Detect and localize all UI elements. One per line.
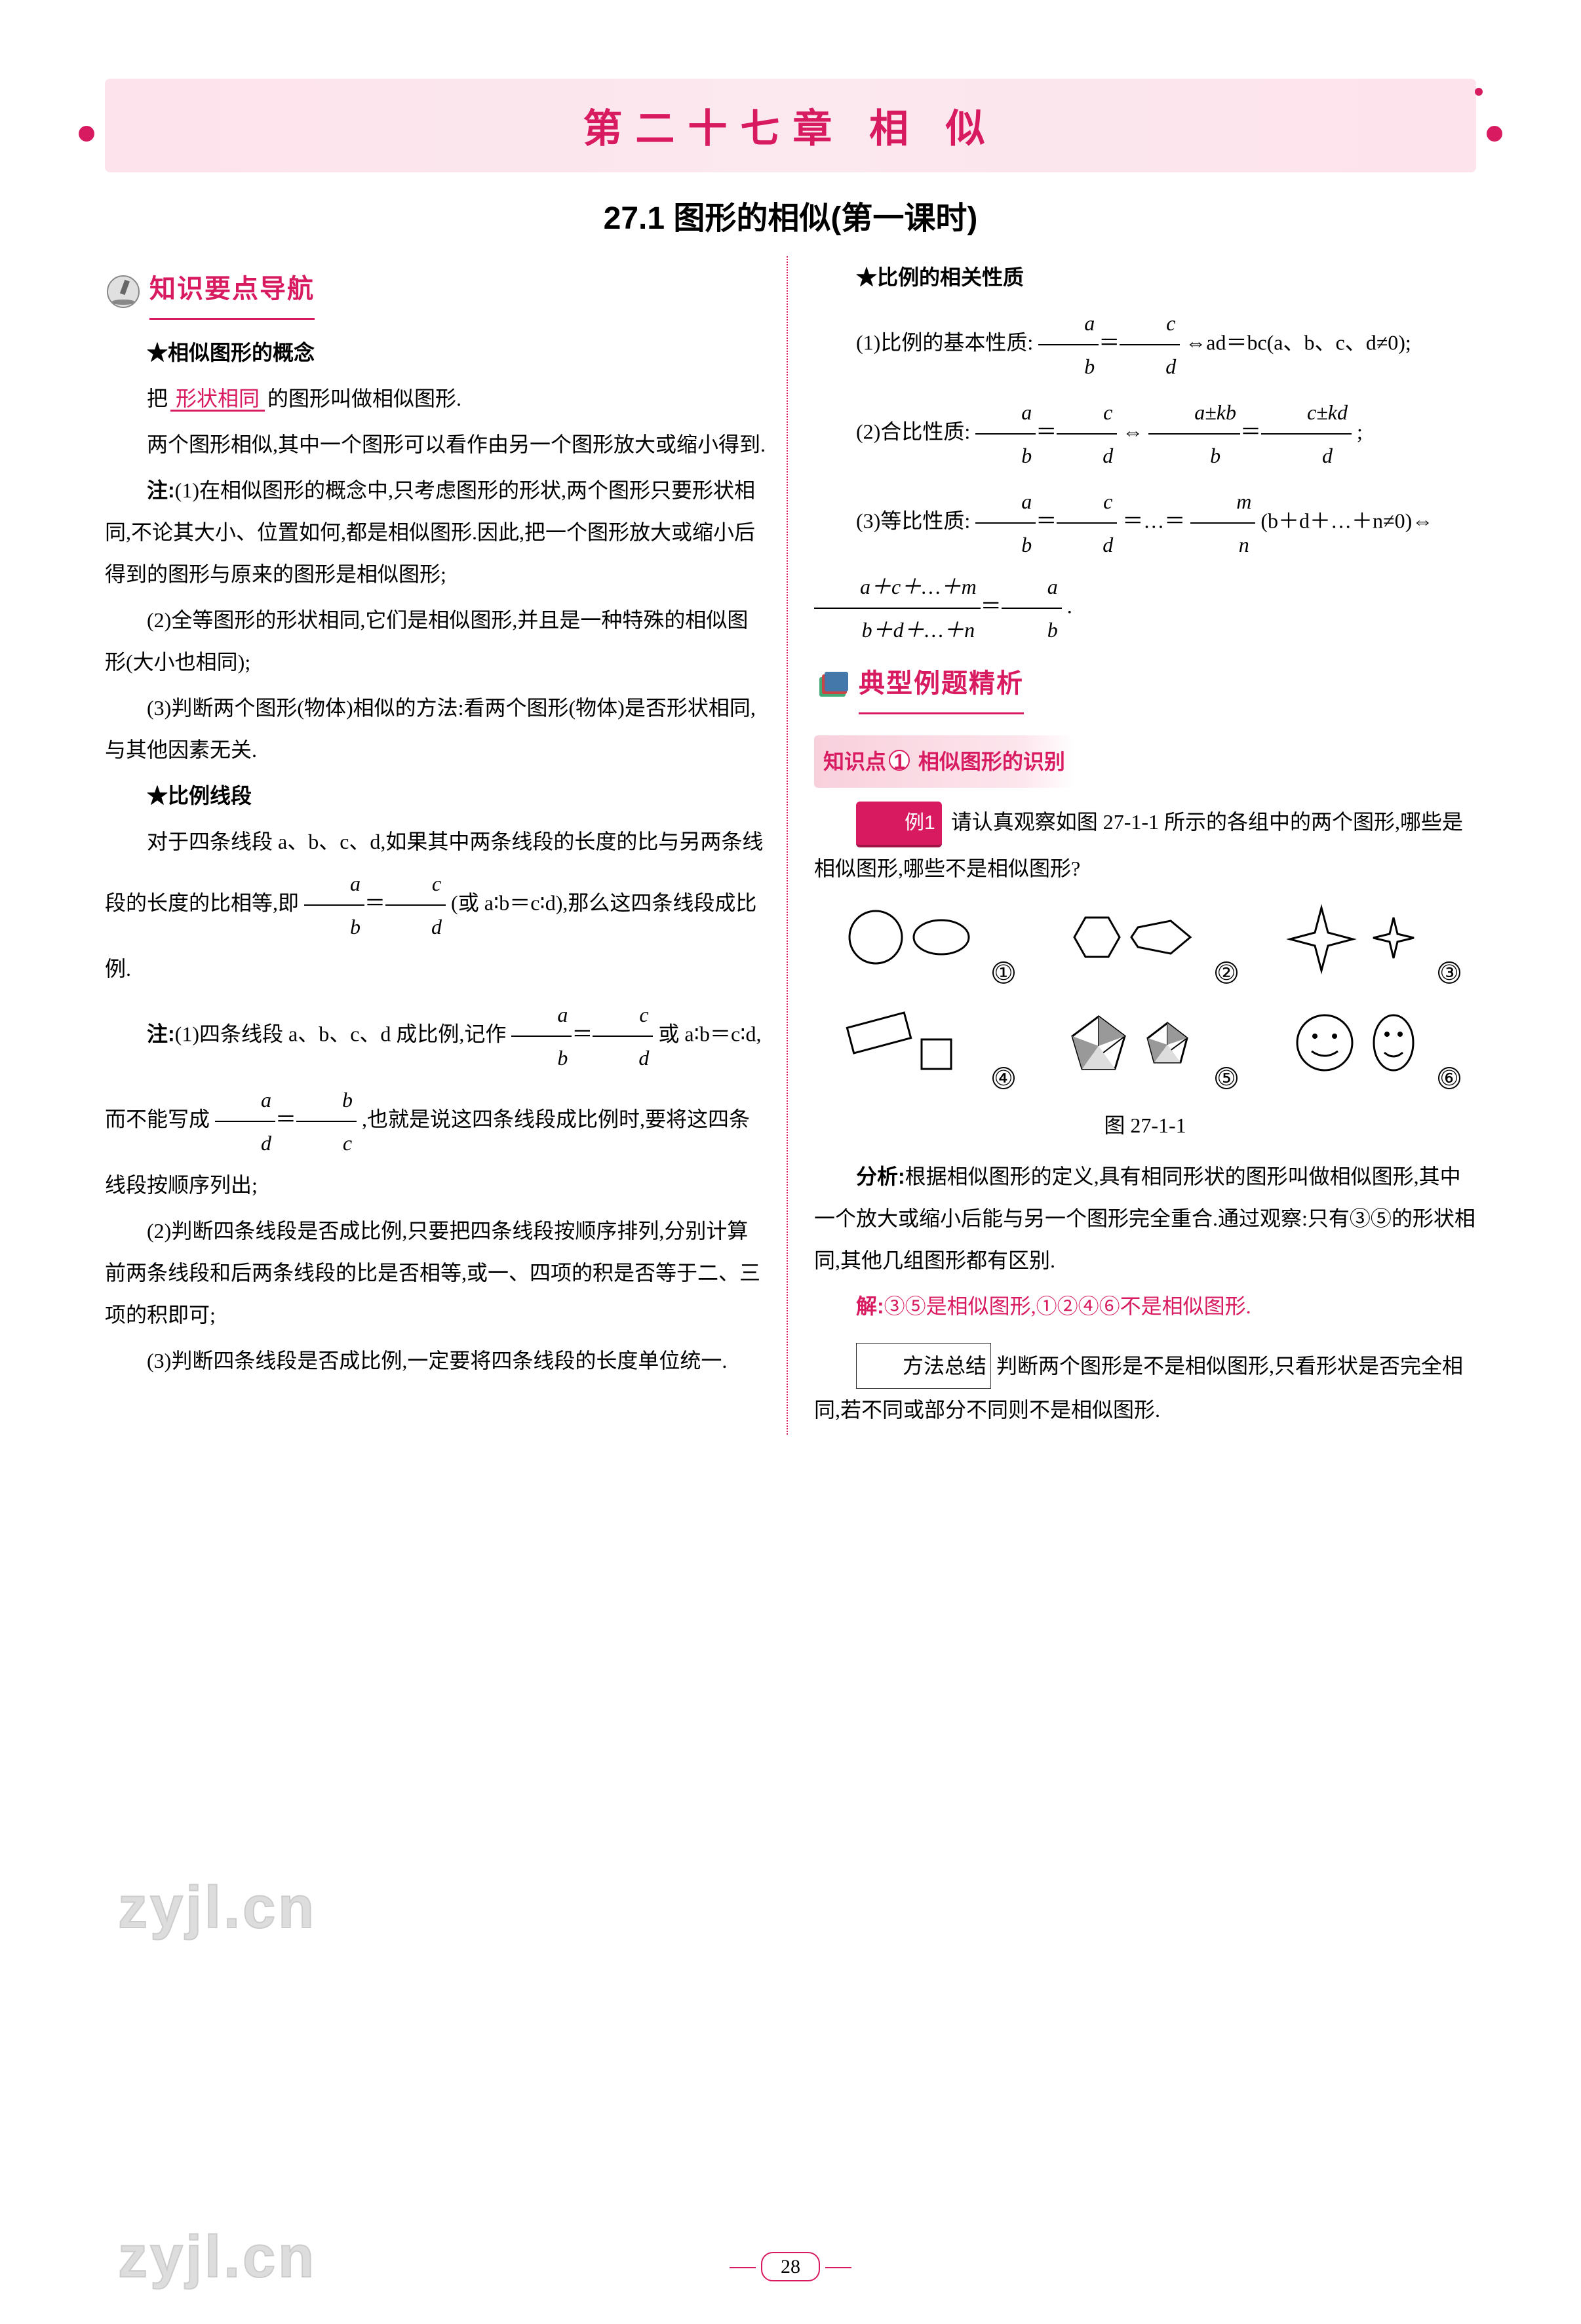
fig-2: ② (1053, 901, 1238, 994)
blank-sentence: 把 形状相同 的图形叫做相似图形. (105, 378, 767, 419)
examples-header-text: 典型例题精析 (859, 657, 1024, 714)
nav-header-text: 知识要点导航 (149, 263, 315, 320)
knowledge-point: 知识点1 相似图形的识别 (814, 735, 1074, 788)
microscope-icon (105, 273, 142, 310)
frac-ab-4: ab (975, 391, 1036, 476)
prop-2: (2)合比性质: ab＝cd ⇔ a±kbb＝c±kdd ; (814, 391, 1476, 476)
blank-answer: 形状相同 (168, 387, 267, 410)
frac-bc: bc (296, 1079, 357, 1164)
ratio-note-2: (2)判断四条线段是否成比例,只要把四条线段按顺序排列,分别计算前两条线段和后两… (105, 1210, 767, 1336)
frac-sum: a＋c＋…＋mb＋d＋…＋n (814, 566, 981, 651)
prop3-pre: (3)等比性质: (856, 509, 970, 532)
analysis-para: 分析:根据相似图形的定义,具有相同形状的图形叫做相似图形,其中一个放大或缩小后能… (814, 1155, 1476, 1281)
prop2-post: ; (1357, 419, 1363, 443)
concept-heading: ★相似图形的概念 (105, 332, 767, 374)
frac-ad: ad (215, 1079, 275, 1164)
fig-label-5: ⑤ (1215, 1067, 1238, 1089)
rn1-pre: (1)四条线段 a、b、c、d 成比例,记作 (175, 1022, 507, 1045)
figures-grid: ① ② ③ ④ (814, 901, 1476, 1099)
prop2-mid: ⇔ (1122, 419, 1143, 443)
frac-cd-3: cd (1120, 302, 1180, 387)
frac-ab: ab (304, 862, 364, 948)
frac-mn: mn (1190, 480, 1255, 566)
answer-text: ③⑤是相似图形,①②④⑥不是相似图形. (884, 1294, 1251, 1318)
frac-cd-2: cd (593, 994, 653, 1079)
chapter-banner: 第二十七章 相 似 (105, 79, 1476, 172)
blank-prefix: 把 (147, 387, 168, 410)
ratio-heading: ★比例线段 (105, 775, 767, 817)
watermark-1: zyjl.cn (118, 1874, 317, 1942)
prop2-pre: (2)合比性质: (856, 419, 970, 443)
kp-prefix: 知识点 (823, 750, 886, 773)
analysis-label: 分析: (856, 1165, 905, 1188)
method-box: 方法总结 (856, 1343, 991, 1389)
page-number-value: 28 (761, 2252, 820, 2281)
column-left: 知识要点导航 ★相似图形的概念 把 形状相同 的图形叫做相似图形. 两个图形相似… (105, 256, 788, 1435)
note-1-text: (1)在相似图形的概念中,只考虑图形的形状,两个图形只要形状相同,不论其大小、位… (105, 478, 755, 586)
note-label: 注: (147, 478, 175, 502)
figure-caption: 图 27-1-1 (814, 1104, 1476, 1146)
watermark-2: zyjl.cn (118, 2224, 317, 2291)
example-1: 例1 请认真观察如图 27-1-1 所示的各组中的两个图形,哪些是相似图形,哪些… (814, 801, 1476, 889)
note-3: (3)判断两个图形(物体)相似的方法:看两个图形(物体)是否形状相同,与其他因素… (105, 687, 767, 771)
frac-ab-5: ab (975, 480, 1036, 566)
example-badge-text: 例1 (856, 802, 942, 847)
kp-number: 1 (889, 750, 910, 771)
frac-cd-4: cd (1057, 391, 1117, 476)
ratio-note-1: 注:(1)四条线段 a、b、c、d 成比例,记作 ab＝cd 或 a∶b＝c∶d… (105, 994, 767, 1206)
fig-5: ⑤ (1053, 1007, 1238, 1099)
page-number: 28 (761, 2256, 820, 2278)
examples-header: 典型例题精析 (814, 657, 1476, 714)
prop1-post: ⇔ad＝bc(a、b、c、d≠0); (1185, 330, 1411, 354)
answer-label: 解: (856, 1294, 884, 1318)
fig-1: ① (830, 901, 1015, 994)
note-1: 注:(1)在相似图形的概念中,只考虑图形的形状,两个图形只要形状相同,不论其大小… (105, 469, 767, 595)
frac-akb: a±kbb (1148, 391, 1240, 476)
prop3-post: . (1067, 594, 1072, 617)
column-right: ★比例的相关性质 (1)比例的基本性质: ab＝cd ⇔ad＝bc(a、b、c、… (814, 256, 1476, 1435)
prop1-pre: (1)比例的基本性质: (856, 330, 1033, 354)
decor-dot-right (1487, 126, 1502, 142)
blank-suffix: 的图形叫做相似图形. (267, 387, 461, 410)
section-title: 27.1 图形的相似(第一课时) (105, 192, 1476, 238)
fig-6: ⑥ (1276, 1007, 1460, 1099)
chapter-title: 第二十七章 相 似 (583, 107, 998, 151)
fig-label-1: ① (992, 961, 1015, 984)
frac-cd-5: cd (1057, 480, 1117, 566)
fig-4: ④ (830, 1007, 1015, 1099)
fig-label-3: ③ (1438, 961, 1460, 984)
prop-3: (3)等比性质: ab＝cd ＝…＝ mn (b＋d＋…＋n≠0)⇔ a＋c＋…… (814, 480, 1476, 651)
answer-para: 解:③⑤是相似图形,①②④⑥不是相似图形. (814, 1285, 1476, 1327)
fig-3: ③ (1276, 901, 1460, 994)
frac-cd: cd (385, 862, 446, 948)
frac-ckd: c±kdd (1261, 391, 1352, 476)
books-icon (814, 668, 851, 705)
frac-ab-6: ab (1002, 566, 1062, 651)
para-enlarge: 两个图形相似,其中一个图形可以看作由另一个图形放大或缩小得到. (105, 423, 767, 465)
content-columns: 知识要点导航 ★相似图形的概念 把 形状相同 的图形叫做相似图形. 两个图形相似… (105, 256, 1476, 1435)
analysis-text: 根据相似图形的定义,具有相同形状的图形叫做相似图形,其中一个放大或缩小后能与另一… (814, 1165, 1475, 1272)
prop3-cond: (b＋d＋…＋n≠0)⇔ (1260, 509, 1433, 532)
prop-1: (1)比例的基本性质: ab＝cd ⇔ad＝bc(a、b、c、d≠0); (814, 302, 1476, 387)
example-badge: 例1 (856, 802, 942, 847)
prop3-mid: ＝…＝ (1122, 509, 1185, 532)
decor-dot-right-small (1475, 88, 1483, 96)
note-2: (2)全等图形的形状相同,它们是相似图形,并且是一种特殊的相似图形(大小也相同)… (105, 599, 767, 683)
kp-title: 相似图形的识别 (912, 750, 1065, 773)
ratio-note-3: (3)判断四条线段是否成比例,一定要将四条线段的长度单位统一. (105, 1340, 767, 1382)
nav-header: 知识要点导航 (105, 263, 767, 320)
fig-label-6: ⑥ (1438, 1067, 1460, 1089)
decor-dot-left (79, 126, 94, 142)
ratio-para: 对于四条线段 a、b、c、d,如果其中两条线段的长度的比与另两条线段的长度的比相… (105, 821, 767, 990)
method-para: 方法总结 判断两个图形是不是相似图形,只看形状是否完全相同,若不同或部分不同则不… (814, 1343, 1476, 1431)
prop-heading: ★比例的相关性质 (814, 256, 1476, 298)
frac-ab-3: ab (1038, 302, 1099, 387)
note-label-2: 注: (147, 1022, 175, 1045)
fig-label-2: ② (1215, 961, 1238, 984)
fig-label-4: ④ (992, 1067, 1015, 1089)
frac-ab-2: ab (511, 994, 572, 1079)
